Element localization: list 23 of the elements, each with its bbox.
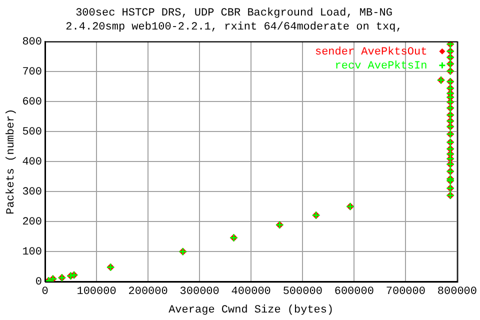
x-tick-label: 700000 bbox=[386, 286, 426, 298]
y-axis-title: Packets (number) bbox=[6, 108, 18, 214]
y-tick-label: 100 bbox=[22, 246, 42, 258]
x-tick-label: 600000 bbox=[334, 286, 374, 298]
chart-subtitle: 2.4.20smp web100-2.2.1, rxint 64/64moderate on txq, bbox=[66, 22, 402, 34]
x-tick-label: 500000 bbox=[282, 286, 322, 298]
chart-title: 300sec HSTCP DRS, UDP CBR Background Load, MB-NG bbox=[76, 8, 392, 20]
x-tick-label: 100000 bbox=[76, 286, 116, 298]
y-tick-label: 500 bbox=[22, 126, 42, 138]
y-tick-label: 400 bbox=[22, 156, 42, 168]
y-tick-label: 0 bbox=[35, 276, 42, 289]
y-tick-label: 300 bbox=[22, 186, 42, 198]
y-tick-label: 800 bbox=[22, 36, 42, 48]
legend-label: recv AvePktsIn bbox=[334, 60, 428, 72]
x-axis-title: Average Cwnd Size (bytes) bbox=[168, 304, 334, 316]
y-tick-label: 200 bbox=[22, 216, 42, 228]
x-tick-label: 200000 bbox=[128, 286, 168, 298]
y-tick-label: 600 bbox=[22, 96, 42, 108]
x-tick-label: 400000 bbox=[231, 286, 271, 298]
x-tick-label: 800000 bbox=[437, 286, 477, 298]
legend-label: sender AvePktsOut bbox=[314, 46, 428, 58]
y-tick-label: 700 bbox=[22, 66, 42, 78]
x-tick-label: 300000 bbox=[180, 286, 220, 298]
